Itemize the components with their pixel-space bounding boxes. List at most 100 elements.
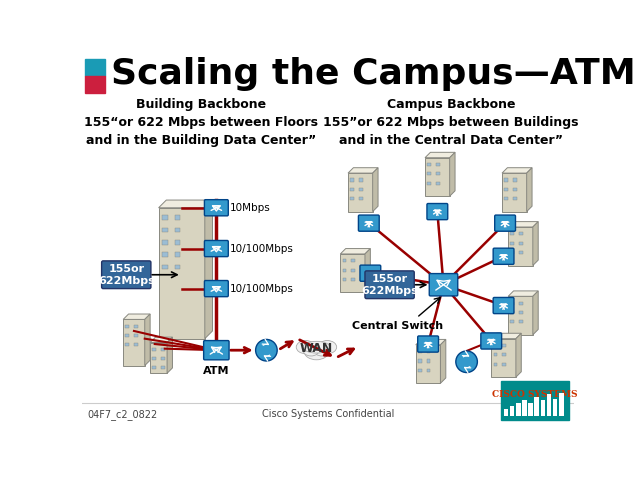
Text: Cisco Systems Confidential: Cisco Systems Confidential xyxy=(262,408,394,419)
Bar xyxy=(125,325,129,328)
Bar xyxy=(359,188,363,191)
Polygon shape xyxy=(123,314,150,319)
Bar xyxy=(163,240,168,245)
FancyBboxPatch shape xyxy=(204,240,228,257)
Polygon shape xyxy=(450,152,455,196)
Bar xyxy=(547,394,551,416)
Bar xyxy=(513,179,516,181)
Bar xyxy=(516,403,520,416)
Bar xyxy=(163,265,168,269)
FancyBboxPatch shape xyxy=(481,333,502,349)
Bar xyxy=(125,343,129,347)
Bar xyxy=(152,366,156,370)
Polygon shape xyxy=(348,168,378,173)
FancyBboxPatch shape xyxy=(102,261,151,288)
Bar xyxy=(504,188,508,191)
Polygon shape xyxy=(516,333,521,377)
Bar xyxy=(513,197,516,200)
Polygon shape xyxy=(533,291,538,335)
Bar xyxy=(502,344,506,347)
Polygon shape xyxy=(508,222,538,227)
Bar xyxy=(427,369,431,372)
Bar xyxy=(342,259,346,263)
Bar xyxy=(175,252,180,257)
Bar xyxy=(504,197,508,200)
Bar xyxy=(493,344,497,347)
Bar xyxy=(342,278,346,281)
Bar xyxy=(175,240,180,245)
Circle shape xyxy=(456,351,477,372)
Polygon shape xyxy=(508,296,533,335)
Text: 04F7_c2_0822: 04F7_c2_0822 xyxy=(88,408,158,420)
Bar xyxy=(418,360,422,362)
Ellipse shape xyxy=(303,344,319,356)
Polygon shape xyxy=(159,208,205,339)
Bar xyxy=(418,369,422,372)
Bar xyxy=(436,181,440,185)
Polygon shape xyxy=(527,168,532,212)
Ellipse shape xyxy=(303,341,330,353)
FancyBboxPatch shape xyxy=(429,274,458,296)
Bar xyxy=(152,357,156,360)
Ellipse shape xyxy=(314,344,330,356)
Bar xyxy=(350,188,354,191)
Polygon shape xyxy=(492,339,516,377)
Ellipse shape xyxy=(305,344,328,360)
Text: 10Mbps: 10Mbps xyxy=(230,203,271,213)
Bar xyxy=(502,353,506,356)
Bar xyxy=(511,311,515,314)
Bar xyxy=(493,362,497,366)
Bar xyxy=(519,320,523,323)
Bar xyxy=(342,269,346,272)
Polygon shape xyxy=(425,158,450,196)
Polygon shape xyxy=(425,152,455,158)
FancyBboxPatch shape xyxy=(204,341,229,360)
Polygon shape xyxy=(167,337,172,373)
Bar xyxy=(511,302,515,305)
Polygon shape xyxy=(150,343,167,373)
Bar xyxy=(559,393,564,416)
Bar xyxy=(161,348,164,351)
Bar xyxy=(436,163,440,166)
Bar xyxy=(175,265,180,269)
Ellipse shape xyxy=(318,340,337,354)
Bar xyxy=(553,399,557,416)
Polygon shape xyxy=(416,345,440,384)
Bar xyxy=(351,269,355,272)
Polygon shape xyxy=(159,200,212,208)
FancyBboxPatch shape xyxy=(495,215,515,231)
Bar xyxy=(511,320,515,323)
Bar xyxy=(519,251,523,254)
Bar xyxy=(519,311,523,314)
Bar xyxy=(161,366,164,370)
Ellipse shape xyxy=(296,340,315,354)
Bar xyxy=(125,334,129,337)
Text: 10/100Mbps: 10/100Mbps xyxy=(230,284,294,294)
Polygon shape xyxy=(492,333,521,339)
Bar xyxy=(513,188,516,191)
Bar xyxy=(350,197,354,200)
Bar xyxy=(522,400,527,416)
Text: 10/100Mbps: 10/100Mbps xyxy=(230,243,294,253)
FancyBboxPatch shape xyxy=(204,200,228,216)
Bar xyxy=(428,172,431,175)
FancyBboxPatch shape xyxy=(427,204,448,220)
FancyBboxPatch shape xyxy=(360,265,381,281)
Bar xyxy=(86,76,106,93)
Text: CISCO SYSTEMS: CISCO SYSTEMS xyxy=(492,390,578,399)
Bar xyxy=(427,350,431,353)
Bar xyxy=(504,179,508,181)
Bar xyxy=(163,252,168,257)
Bar xyxy=(541,400,545,416)
Polygon shape xyxy=(502,168,532,173)
Polygon shape xyxy=(340,254,365,292)
Text: Scaling the Campus—ATM: Scaling the Campus—ATM xyxy=(111,58,636,92)
Bar xyxy=(493,353,497,356)
Polygon shape xyxy=(150,337,172,343)
FancyBboxPatch shape xyxy=(365,271,414,299)
Text: ATM: ATM xyxy=(203,366,230,375)
Bar xyxy=(350,179,354,181)
Bar xyxy=(501,381,569,420)
Bar xyxy=(418,350,422,353)
FancyBboxPatch shape xyxy=(358,215,380,231)
